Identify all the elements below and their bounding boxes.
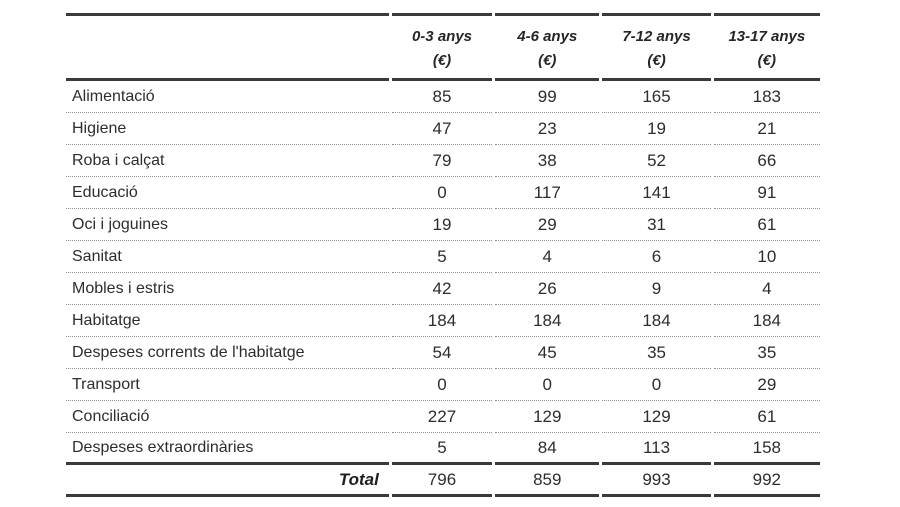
cell-value: 0 [602,369,711,401]
column-header-label: 0-3 anys [411,28,473,45]
cell-value: 158 [713,433,820,465]
total-value: 796 [391,465,493,497]
row-label: Educació [66,177,389,209]
cell-value: 5 [391,433,493,465]
row-label: Sanitat [66,241,389,273]
cell-value: 29 [495,209,600,241]
column-header-0-3: 0-3 anys (€) [391,13,493,81]
total-value: 992 [713,465,820,497]
table-row: Despeses extraordinàries 5 84 113 158 [66,433,820,465]
cell-value: 0 [391,177,493,209]
table-row: Higiene 47 23 19 21 [66,113,820,145]
cell-value: 10 [713,241,820,273]
table-row: Despeses corrents de l'habitatge 54 45 3… [66,337,820,369]
cell-value: 184 [495,305,600,337]
cell-value: 0 [495,369,600,401]
total-value: 859 [495,465,600,497]
row-label: Roba i calçat [66,145,389,177]
row-label: Despeses extraordinàries [66,433,389,465]
cell-value: 184 [602,305,711,337]
total-label: Total [66,465,389,497]
cell-value: 54 [391,337,493,369]
cell-value: 29 [713,369,820,401]
cell-value: 117 [495,177,600,209]
table-row: Roba i calçat 79 38 52 66 [66,145,820,177]
table-row: Transport 0 0 0 29 [66,369,820,401]
cell-value: 129 [495,401,600,433]
column-header-label: 7-12 anys [622,28,691,45]
row-label: Alimentació [66,81,389,113]
row-label: Habitatge [66,305,389,337]
cell-value: 99 [495,81,600,113]
cell-value: 66 [713,145,820,177]
cell-value: 6 [602,241,711,273]
cell-value: 183 [713,81,820,113]
cell-value: 184 [391,305,493,337]
cell-value: 4 [495,241,600,273]
header-row: 0-3 anys (€) 4-6 anys (€) 7-12 anys (€) … [66,13,820,81]
header-corner-cell [66,13,389,81]
column-header-unit: (€) [647,52,666,69]
table-row: Educació 0 117 141 91 [66,177,820,209]
table-row: Sanitat 5 4 6 10 [66,241,820,273]
cell-value: 4 [713,273,820,305]
cell-value: 23 [495,113,600,145]
child-cost-table: 0-3 anys (€) 4-6 anys (€) 7-12 anys (€) … [63,13,823,497]
column-header-unit: (€) [538,52,557,69]
row-label: Despeses corrents de l'habitatge [66,337,389,369]
column-header-7-12: 7-12 anys (€) [602,13,711,81]
cell-value: 165 [602,81,711,113]
row-label: Transport [66,369,389,401]
cell-value: 141 [602,177,711,209]
column-header-unit: (€) [432,52,452,69]
cell-value: 26 [495,273,600,305]
cell-value: 42 [391,273,493,305]
total-row: Total 796 859 993 992 [66,465,820,497]
cell-value: 19 [391,209,493,241]
table-row: Mobles i estris 42 26 9 4 [66,273,820,305]
column-header-4-6: 4-6 anys (€) [495,13,600,81]
cell-value: 47 [391,113,493,145]
cell-value: 184 [713,305,820,337]
table-row: Conciliació 227 129 129 61 [66,401,820,433]
cell-value: 61 [713,401,820,433]
row-label: Higiene [66,113,389,145]
cell-value: 21 [713,113,820,145]
cell-value: 91 [713,177,820,209]
cell-value: 0 [391,369,493,401]
cell-value: 52 [602,145,711,177]
cell-value: 5 [391,241,493,273]
cell-value: 84 [495,433,600,465]
total-value: 993 [602,465,711,497]
row-label: Conciliació [66,401,389,433]
cell-value: 35 [602,337,711,369]
cell-value: 9 [602,273,711,305]
row-label: Mobles i estris [66,273,389,305]
table-row: Alimentació 85 99 165 183 [66,81,820,113]
column-header-unit: (€) [757,52,776,69]
cell-value: 45 [495,337,600,369]
cell-value: 31 [602,209,711,241]
cell-value: 85 [391,81,493,113]
cell-value: 35 [713,337,820,369]
cell-value: 38 [495,145,600,177]
table-row: Habitatge 184 184 184 184 [66,305,820,337]
column-header-label: 13-17 anys [728,28,806,45]
column-header-13-17: 13-17 anys (€) [713,13,820,81]
cell-value: 113 [602,433,711,465]
cell-value: 129 [602,401,711,433]
column-header-label: 4-6 anys [517,28,578,45]
cell-value: 79 [391,145,493,177]
cell-value: 227 [391,401,493,433]
cell-value: 19 [602,113,711,145]
row-label: Oci i joguines [66,209,389,241]
cell-value: 61 [713,209,820,241]
table-row: Oci i joguines 19 29 31 61 [66,209,820,241]
